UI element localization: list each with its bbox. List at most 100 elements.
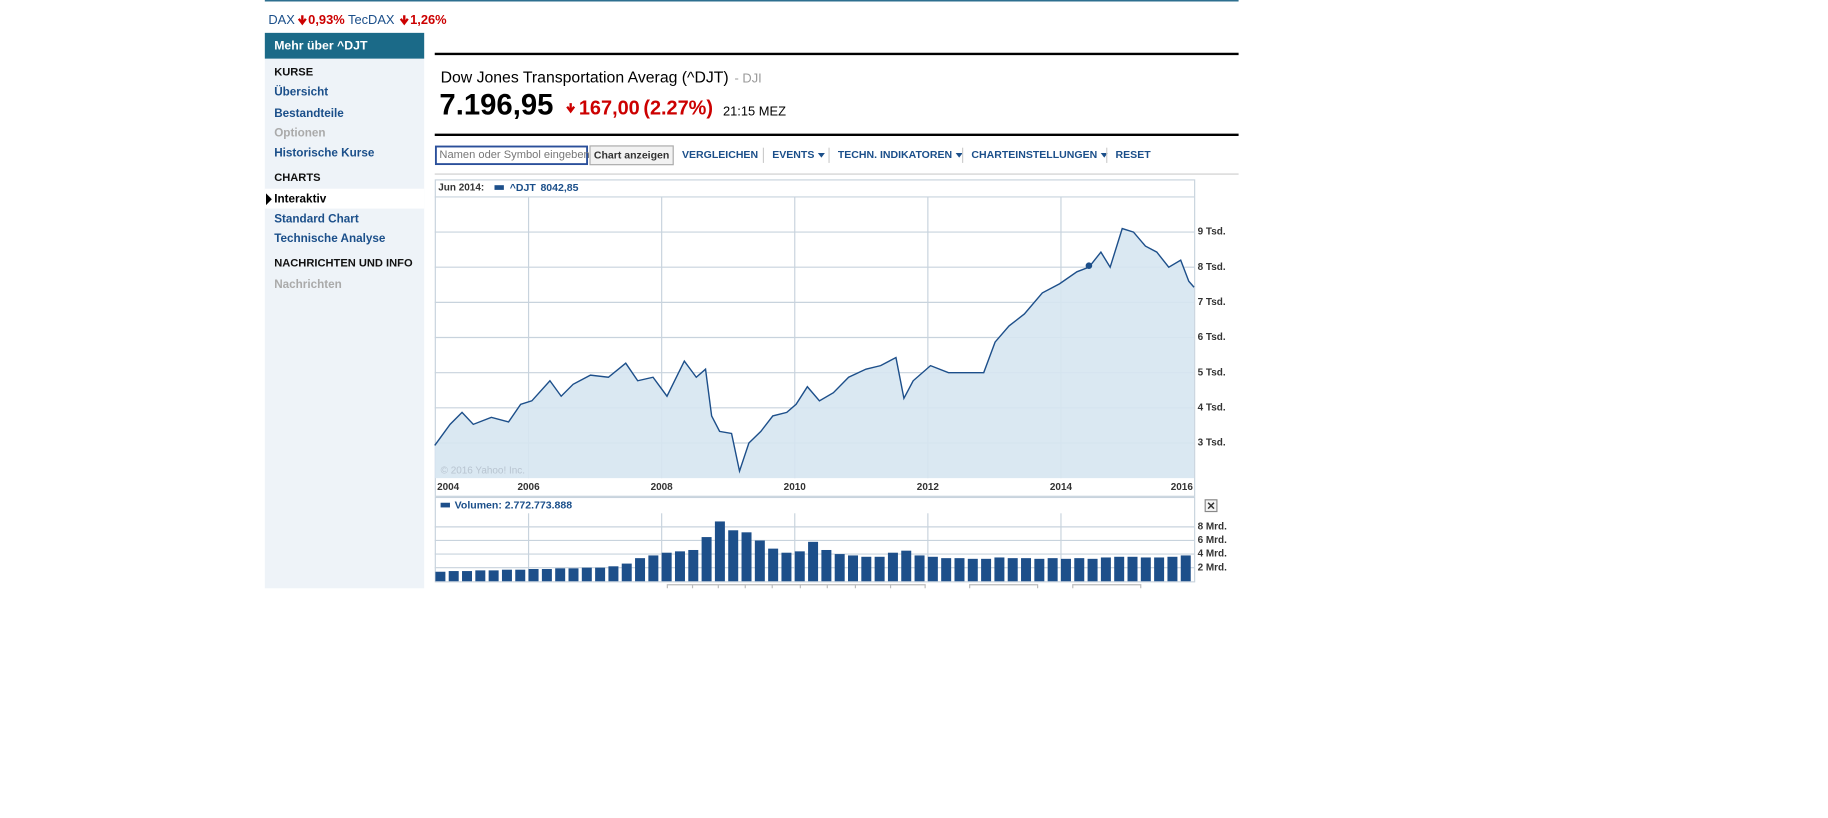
volume-bar: [501, 569, 512, 582]
toolbar-link[interactable]: TECHN. INDIKATOREN: [838, 149, 952, 161]
legend-swatch: [494, 185, 504, 190]
volume-bar: [728, 530, 739, 582]
range-controls: [666, 584, 1142, 589]
dropdown-arrow: [1100, 152, 1108, 158]
volume-bar: [781, 552, 792, 582]
x-tick-label: 2006: [517, 482, 540, 493]
quote-time: 21:15 MEZ: [723, 103, 786, 118]
y-tick-label: 9 Tsd.: [1198, 227, 1226, 238]
legend-label: Volumen: 2.772.773.888: [455, 499, 573, 511]
x-tick-label: 2008: [651, 482, 674, 493]
volume-bar: [1021, 558, 1032, 582]
y-tick-label: 5 Tsd.: [1198, 367, 1226, 378]
volume-bar: [688, 549, 699, 582]
toolbar-link[interactable]: EVENTS: [772, 149, 814, 161]
x-tick-label: 2014: [1050, 482, 1073, 493]
price-line: [434, 227, 1195, 474]
volume-bar: [1154, 557, 1165, 582]
volume-bar: [887, 552, 898, 582]
volume-bar: [621, 563, 632, 582]
down-arrow: [399, 15, 409, 26]
volume-bar: [1100, 557, 1111, 582]
symbol-input[interactable]: [434, 145, 589, 166]
volume-bar: [954, 558, 965, 582]
volume-bar: [834, 554, 845, 582]
index-name[interactable]: TecDAX: [348, 12, 395, 27]
volume-bar: [1167, 556, 1178, 582]
highlight-value: 8042,85: [540, 182, 578, 194]
volume-bar: [821, 549, 832, 582]
toolbar-link[interactable]: VERGLEICHEN: [682, 149, 758, 161]
legend-label: ^DJT: [510, 182, 537, 194]
active-arrow: [265, 193, 272, 206]
volume-bar: [568, 568, 579, 582]
x-tick-label: 2004: [437, 482, 460, 493]
copyright: © 2016 Yahoo! Inc.: [441, 466, 525, 477]
y-tick-label: 3 Tsd.: [1198, 438, 1226, 449]
y-tick-label: 4 Tsd.: [1198, 402, 1226, 413]
y-tick-label: 8 Tsd.: [1198, 262, 1226, 273]
highlight-point: [1085, 262, 1093, 269]
index-change: 1,26%: [410, 12, 447, 27]
date-inputs: [969, 584, 1142, 589]
index-name[interactable]: DAX: [268, 12, 295, 27]
sidebar-title: Mehr über ^DJT: [274, 39, 368, 53]
legend-swatch: [440, 502, 450, 508]
button-label: Chart anzeigen: [594, 150, 670, 162]
volume-bar: [1180, 555, 1191, 582]
volume-bar: [848, 555, 858, 582]
volume-bar: [901, 550, 912, 582]
volume-bar: [555, 568, 566, 582]
volume-bar: [808, 541, 819, 582]
volume-bar: [741, 532, 752, 582]
volume-bar: [927, 556, 938, 582]
show-chart-button[interactable]: [589, 145, 674, 166]
change-pct: (2.27%): [643, 97, 713, 119]
y-tick-label: 2 Mrd.: [1198, 562, 1228, 573]
down-arrow: [297, 15, 307, 26]
menu-item[interactable]: Übersicht: [274, 86, 328, 99]
volume-bar: [674, 551, 685, 582]
menu-item[interactable]: Technische Analyse: [274, 232, 386, 245]
section-title: CHARTS: [274, 172, 320, 184]
volume-bar: [768, 548, 779, 582]
volume-bar: [914, 555, 925, 582]
volume-bar: [515, 569, 526, 582]
menu-item[interactable]: Standard Chart: [274, 212, 359, 225]
menu-item[interactable]: Historische Kurse: [274, 147, 375, 160]
volume-bar: [1087, 558, 1098, 582]
volume-bar: [794, 551, 805, 582]
volume-bar: [581, 567, 592, 582]
sidebar: [264, 58, 425, 589]
down-arrow: [566, 103, 576, 114]
toolbar-link[interactable]: CHARTEINSTELLUNGEN: [971, 149, 1097, 161]
volume-bar: [462, 571, 473, 582]
volume-bar: [648, 555, 659, 582]
dropdown-arrow: [955, 152, 963, 158]
y-tick-label: 7 Tsd.: [1198, 297, 1226, 308]
volume-bar: [1114, 556, 1125, 582]
section-title: NACHRICHTEN UND INFO: [274, 258, 413, 270]
menu-item: Nachrichten: [274, 278, 342, 291]
volume-bar: [1007, 558, 1018, 582]
index-change: 0,93%: [308, 12, 345, 27]
x-tick-label: 2010: [784, 482, 807, 493]
section-title: KURSE: [274, 67, 313, 79]
y-tick-label: 6 Mrd.: [1198, 535, 1228, 546]
range-buttons: [666, 584, 926, 589]
volume-bar: [967, 558, 978, 582]
menu-item[interactable]: Bestandteile: [274, 107, 344, 120]
volume-bar: [608, 566, 619, 582]
active-row: [264, 188, 425, 209]
menu-item[interactable]: Interaktiv: [274, 192, 327, 205]
dropdown-arrow: [817, 152, 825, 158]
volume-bar: [874, 556, 885, 582]
volume-bar: [754, 540, 765, 582]
volume-bar: [701, 537, 712, 582]
toolbar-link[interactable]: RESET: [1116, 149, 1152, 161]
highlight-date: Jun 2014:: [438, 183, 484, 194]
exchange: - DJI: [735, 71, 762, 86]
price-area: [434, 228, 1195, 479]
volume-frame: [434, 496, 1196, 583]
